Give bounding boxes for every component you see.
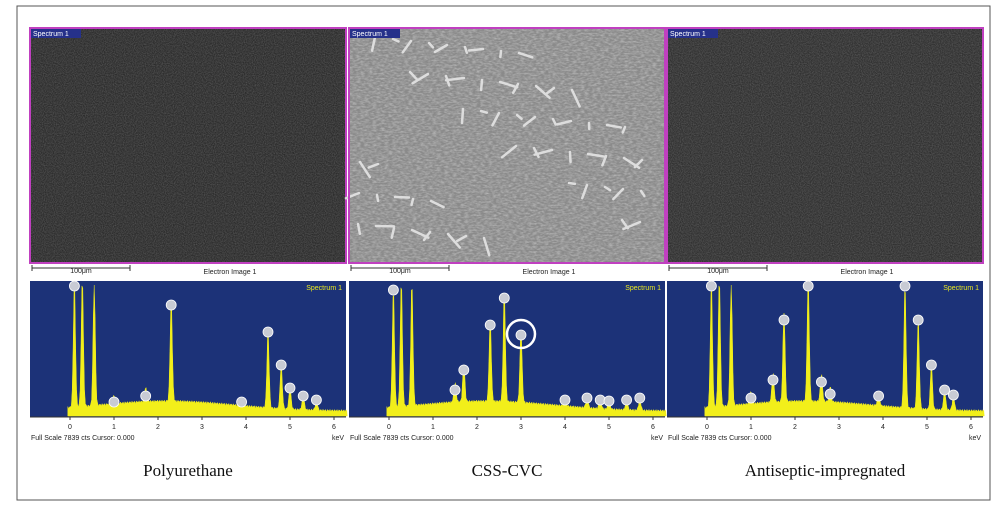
figure: Spectrum 1 100μm Electron Image 1 Spectrum … (0, 0, 1008, 507)
peak-marker (926, 360, 936, 370)
image-caption: Electron Image 1 (204, 269, 257, 276)
peak-marker (913, 315, 923, 325)
panel: Spectrum 1 100μm Electron Image 1 Spectrum … (346, 28, 666, 480)
peak-marker (388, 285, 398, 295)
spectrum-bg (667, 281, 983, 417)
tick-label: 0 (387, 424, 391, 431)
spectrum-footer: Full Scale 7839 cts Cursor: 0.000 (350, 435, 454, 442)
peak-marker (825, 389, 835, 399)
sem-texture (30, 28, 346, 263)
crystal (569, 183, 575, 184)
peak-marker (263, 327, 273, 337)
tick-label: 6 (651, 424, 655, 431)
crystal (500, 51, 501, 57)
image-label: Spectrum 1 (670, 31, 706, 38)
crystal (462, 109, 463, 123)
tick-label: 6 (969, 424, 973, 431)
peak-marker (622, 395, 632, 405)
image-caption: Electron Image 1 (841, 269, 894, 276)
tick-label: 0 (705, 424, 709, 431)
image-label: Spectrum 1 (33, 31, 69, 38)
tick-label: 3 (519, 424, 523, 431)
peak-marker (237, 397, 247, 407)
tick-label: 4 (563, 424, 567, 431)
axis-unit: keV (332, 435, 344, 442)
peak-marker (311, 395, 321, 405)
peak-marker (285, 383, 295, 393)
tick-label: 5 (925, 424, 929, 431)
tick-label: 1 (749, 424, 753, 431)
tick-label: 4 (881, 424, 885, 431)
peak-marker (485, 320, 495, 330)
tick-label: 2 (793, 424, 797, 431)
peak-marker (635, 393, 645, 403)
peak-marker (874, 391, 884, 401)
peak-marker (298, 391, 308, 401)
tick-label: 2 (156, 424, 160, 431)
tick-label: 3 (837, 424, 841, 431)
spectrum-label: Spectrum 1 (306, 285, 342, 292)
scale-label: 100μm (389, 268, 411, 275)
tick-label: 5 (607, 424, 611, 431)
crystal (469, 49, 483, 50)
crystal (481, 80, 482, 90)
crystal (570, 152, 571, 162)
peak-marker (706, 281, 716, 291)
peak-marker (109, 397, 119, 407)
spectrum-label: Spectrum 1 (943, 285, 979, 292)
peak-marker (768, 375, 778, 385)
tick-label: 2 (475, 424, 479, 431)
peak-marker (746, 393, 756, 403)
peak-marker (560, 395, 570, 405)
axis-unit: keV (651, 435, 663, 442)
tick-label: 3 (200, 424, 204, 431)
panel: Spectrum 1 100μm Electron Image 1 Spectrum … (30, 28, 347, 480)
tick-label: 6 (332, 424, 336, 431)
crystal (481, 111, 487, 113)
panel-caption: Polyurethane (143, 461, 233, 480)
tick-label: 5 (288, 424, 292, 431)
image-label: Spectrum 1 (352, 31, 388, 38)
spectrum-footer: Full Scale 7839 cts Cursor: 0.000 (31, 435, 135, 442)
peak-marker (604, 396, 614, 406)
tick-label: 1 (112, 424, 116, 431)
crystal (377, 195, 378, 201)
peak-marker (69, 281, 79, 291)
peak-marker (276, 360, 286, 370)
spectrum-label: Spectrum 1 (625, 285, 661, 292)
peak-marker (940, 385, 950, 395)
sem-texture (349, 28, 665, 263)
peak-marker (900, 281, 910, 291)
peak-marker (582, 393, 592, 403)
tick-label: 4 (244, 424, 248, 431)
peak-marker (459, 365, 469, 375)
crystal (412, 199, 413, 205)
axis-unit: keV (969, 435, 981, 442)
tick-label: 1 (431, 424, 435, 431)
peak-marker (499, 293, 509, 303)
peak-marker (803, 281, 813, 291)
crystal (465, 47, 467, 53)
scale-label: 100μm (707, 268, 729, 275)
peak-marker (450, 385, 460, 395)
peak-marker (166, 300, 176, 310)
sem-texture (667, 28, 983, 263)
spectrum-footer: Full Scale 7839 cts Cursor: 0.000 (668, 435, 772, 442)
peak-marker (816, 377, 826, 387)
peak-marker (948, 390, 958, 400)
tick-label: 0 (68, 424, 72, 431)
peak-marker (779, 315, 789, 325)
panel: Spectrum 1 100μm Electron Image 1 Spectrum … (667, 28, 984, 480)
peak-marker (516, 330, 526, 340)
scale-label: 100μm (70, 268, 92, 275)
image-caption: Electron Image 1 (523, 269, 576, 276)
peak-marker (141, 391, 151, 401)
panel-caption: CSS-CVC (472, 461, 543, 480)
panel-caption: Antiseptic-impregnated (745, 461, 906, 480)
